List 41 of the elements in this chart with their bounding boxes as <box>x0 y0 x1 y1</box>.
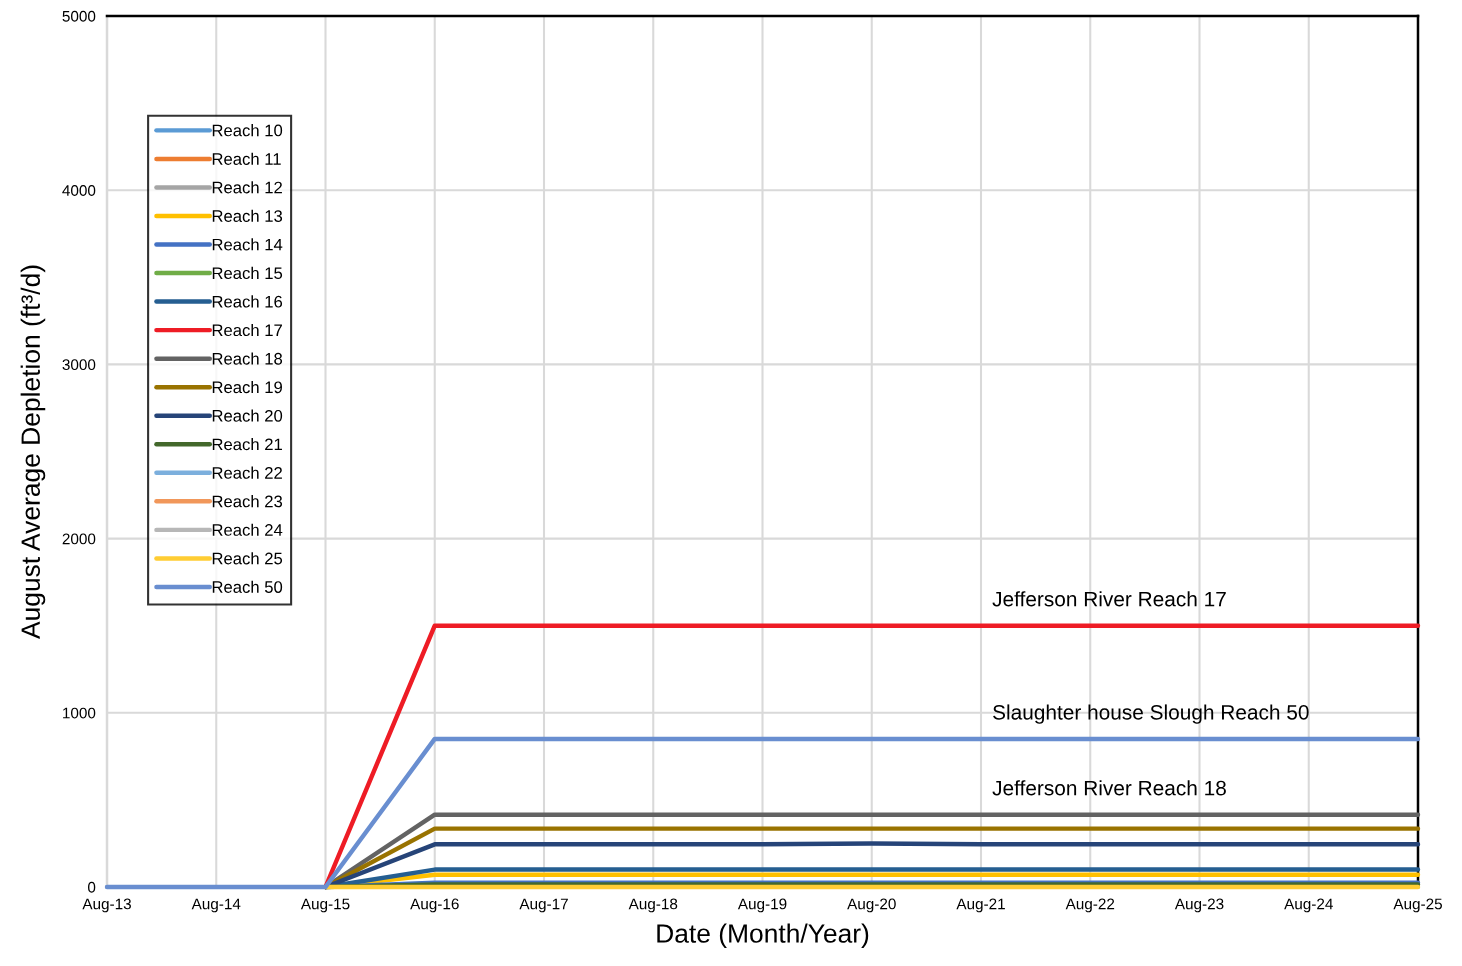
legend-label: Reach 12 <box>212 181 282 194</box>
y-tick-label: 0 <box>87 881 96 893</box>
x-tick-label: Aug-18 <box>628 898 678 913</box>
legend-label: Reach 19 <box>212 380 282 394</box>
x-tick-label: Aug-19 <box>737 898 787 913</box>
legend-label: Reach 18 <box>212 352 283 365</box>
legend-label: Reach 11 <box>212 152 281 165</box>
legend-label: Reach 25 <box>212 552 283 565</box>
y-tick-label: 5000 <box>62 10 96 22</box>
x-tick-label: Aug-24 <box>1284 898 1333 913</box>
x-tick-label: Aug-21 <box>956 898 1005 913</box>
legend-label: Reach 16 <box>212 295 283 308</box>
legend-label: Reach 20 <box>212 409 283 422</box>
x-tick-label: Aug-23 <box>1174 898 1224 913</box>
x-tick-label: Aug-17 <box>519 898 568 913</box>
x-tick-label: Aug-13 <box>82 898 131 913</box>
x-tick-label: Aug-20 <box>847 898 896 913</box>
legend-label: Reach 23 <box>212 495 283 508</box>
y-tick-label: 4000 <box>62 185 96 196</box>
legend-label: Reach 22 <box>212 466 282 479</box>
legend-label: Reach 10 <box>212 124 283 137</box>
legend-label: Reach 50 <box>212 580 283 593</box>
y-axis-title: August Average Depletion (ft³/d) <box>20 265 46 639</box>
x-tick-label: Aug-22 <box>1065 898 1115 913</box>
x-tick-label: Aug-25 <box>1393 898 1442 913</box>
y-tick-label: 3000 <box>62 359 96 371</box>
legend-label: Reach 17 <box>212 323 282 337</box>
legend-label: Reach 21 <box>212 438 282 451</box>
y-tick-label: 2000 <box>62 533 96 545</box>
legend-label: Reach 24 <box>212 523 283 536</box>
annotation: Slaughter house Slough Reach 50 <box>993 704 1309 724</box>
legend-label: Reach 15 <box>212 266 283 280</box>
legend-label: Reach 13 <box>212 209 283 222</box>
annotation: Jefferson River Reach 18 <box>992 780 1226 796</box>
legend-label: Reach 14 <box>212 238 283 251</box>
x-tick-label: Aug-14 <box>191 898 241 913</box>
x-tick-label: Aug-16 <box>410 898 459 913</box>
x-axis-title: Date (Month/Year) <box>657 923 869 949</box>
annotation: Jefferson River Reach 17 <box>992 591 1226 607</box>
x-tick-label: Aug-15 <box>300 898 350 913</box>
y-tick-label: 1000 <box>63 707 96 719</box>
